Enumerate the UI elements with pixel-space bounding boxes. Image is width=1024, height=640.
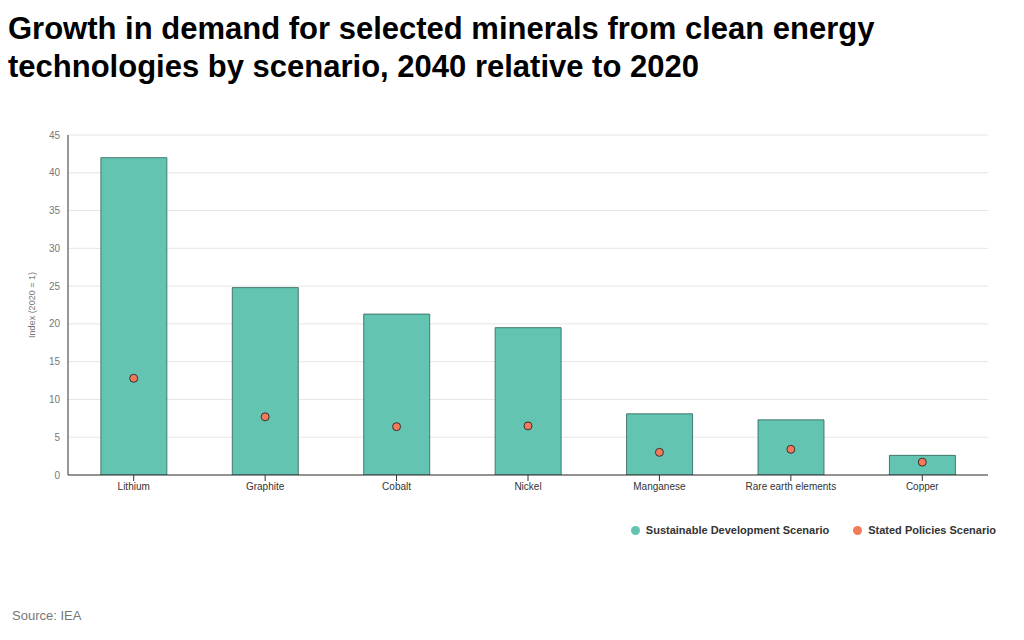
svg-text:25: 25 xyxy=(49,281,61,292)
svg-text:35: 35 xyxy=(49,205,61,216)
svg-text:Rare earth elements: Rare earth elements xyxy=(746,481,837,492)
svg-text:Copper: Copper xyxy=(906,481,939,492)
svg-text:Graphite: Graphite xyxy=(246,481,285,492)
svg-text:40: 40 xyxy=(49,167,61,178)
svg-text:0: 0 xyxy=(54,470,60,481)
svg-text:Nickel: Nickel xyxy=(514,481,541,492)
svg-text:20: 20 xyxy=(49,318,61,329)
svg-text:Index (2020 = 1): Index (2020 = 1) xyxy=(27,272,37,338)
svg-text:10: 10 xyxy=(49,394,61,405)
svg-text:Lithium: Lithium xyxy=(118,481,150,492)
html-text:Growth in demand for selected: Growth in demand for selected minerals f… xyxy=(8,11,875,84)
svg-text:45: 45 xyxy=(49,130,61,141)
svg-text:5: 5 xyxy=(54,432,60,443)
svg-text:Cobalt: Cobalt xyxy=(382,481,411,492)
svg-text:Manganese: Manganese xyxy=(633,481,686,492)
html-text:Source: IEA: Source: IEA xyxy=(12,608,82,623)
svg-text:30: 30 xyxy=(49,243,61,254)
html-text:Stated Policies Scenario: Stated Policies Scenario xyxy=(868,524,996,536)
html-text:Sustainable Development Scenar: Sustainable Development Scenario xyxy=(645,524,830,536)
svg-text:15: 15 xyxy=(49,356,61,367)
